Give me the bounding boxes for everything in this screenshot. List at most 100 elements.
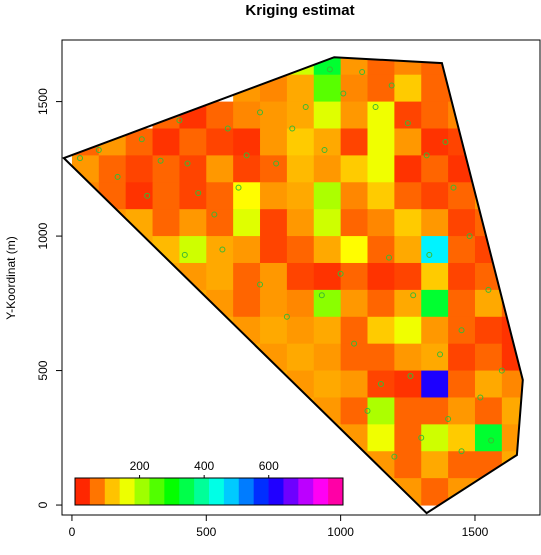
raster-cell [340,155,369,183]
raster-cell [367,343,395,372]
raster-cell [233,128,261,156]
sample-point [302,103,309,110]
sample-point [289,125,296,132]
raster-cell [421,155,449,183]
sample-point [385,254,392,261]
raster-cell [71,182,100,210]
raster-cell [233,262,261,291]
raster-cell [394,478,422,506]
colorbar-block [75,478,91,505]
sample-point [340,90,347,97]
raster-cell [340,397,369,425]
raster-cell [340,209,369,237]
sample-point [372,103,379,110]
raster-cell [367,182,395,210]
raster-cell [367,101,395,129]
raster-cell [474,370,503,398]
sample-point [326,66,333,73]
raster-cell [367,397,395,425]
raster-cell [313,155,342,183]
raster-cell [367,370,395,398]
raster-cell [367,262,395,291]
raster-cell [313,57,342,76]
y-tick-label: 0 [36,501,50,508]
raster-cell [206,289,234,318]
raster-cell [474,397,503,425]
raster-cell [286,397,315,425]
raster-cell [313,209,342,237]
colorbar-block [298,478,314,505]
raster-cell [421,262,449,291]
sample-point [95,147,102,154]
raster-cell [233,182,261,210]
raster-cell [367,316,395,345]
sample-point [477,394,484,401]
colorbar-block [328,478,344,505]
raster-cell [179,236,207,264]
sample-point [423,152,430,159]
sample-point [498,367,505,374]
colorbar-tick-label: 200 [130,459,150,473]
raster-cell [394,262,422,291]
raster-cell [98,209,127,237]
colorbar-tick-label: 400 [194,459,214,473]
raster-cell [367,209,395,237]
colorbar-block [313,478,329,505]
sample-point [273,160,280,167]
raster-cell [394,182,422,210]
raster-cell [260,343,288,372]
sample-point [219,246,226,253]
sample-point [211,211,218,218]
raster-cell [313,316,342,345]
raster-cell [367,424,395,452]
raster-cell [448,236,476,264]
raster-cell [448,182,476,210]
sample-point [377,381,384,388]
sample-point [391,453,398,460]
sample-point [224,125,231,132]
raster-cell [340,370,369,398]
raster-cell [340,424,369,452]
raster-cell [421,128,449,156]
colorbar-block [209,478,225,505]
raster-cell [448,209,476,237]
sample-point [181,251,188,258]
raster-cell [474,155,503,183]
raster-cell [260,289,288,318]
raster-cell [286,370,315,398]
raster-cell [286,57,315,76]
sample-point [485,286,492,293]
raster-cell [233,316,261,345]
colorbar-block [134,478,150,505]
raster-cell [125,155,154,183]
raster-cell [474,316,503,345]
raster-cell [286,182,315,210]
raster-cell [394,316,422,345]
raster [71,57,523,506]
sample-point [318,292,325,299]
raster-cell [421,424,449,452]
raster-cell [233,289,261,318]
raster-cell [340,289,369,318]
sample-point [410,292,417,299]
raster-cell [286,128,315,156]
raster-cell [340,343,369,372]
y-tick-label: 1000 [36,222,50,249]
raster-cell [260,155,288,183]
sample-point [359,69,366,76]
raster-cell [394,343,422,372]
raster-cell [152,128,180,156]
raster-cell [501,236,523,264]
colorbar-block [238,478,255,505]
sample-point [450,184,457,191]
raster-cell [448,397,476,425]
raster-cell [206,182,234,210]
raster-cell [179,182,207,210]
raster-cell [421,289,449,318]
colorbar-block [268,478,284,505]
raster-cell [340,316,369,345]
raster-cell [367,74,395,103]
raster-cell [260,262,288,291]
raster-cell [125,182,154,210]
raster-cell [474,209,503,237]
